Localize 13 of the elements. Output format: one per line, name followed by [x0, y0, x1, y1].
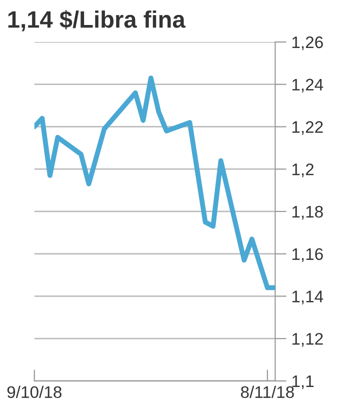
x-tick-label: 8/11/18	[240, 386, 294, 398]
y-tick-label: 1,16	[292, 248, 323, 262]
y-tick-label: 1,22	[292, 121, 323, 135]
y-tick-label: 1,18	[292, 206, 323, 220]
y-tick-label: 1,14	[292, 290, 324, 304]
y-tick-label: 1,1	[292, 376, 314, 390]
y-tick-label: 1,26	[292, 36, 323, 50]
y-tick-label: 1,12	[292, 332, 323, 347]
x-tick-label: 9/10/18	[7, 386, 62, 398]
y-tick-label: 1,2	[292, 164, 314, 178]
line-series	[34, 76, 276, 290]
y-tick-label: 1,24	[292, 78, 324, 93]
chart-title: 1,14 $/Libra fina	[8, 10, 186, 32]
